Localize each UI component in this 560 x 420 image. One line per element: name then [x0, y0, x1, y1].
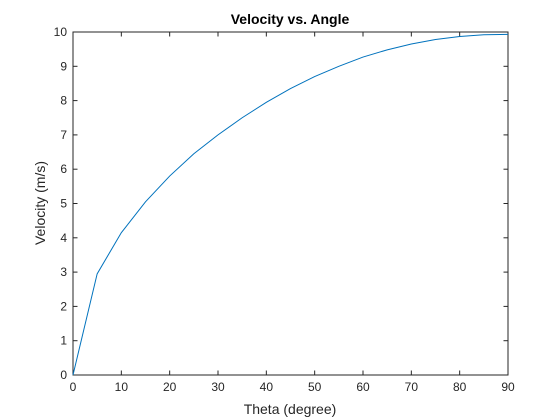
y-tick-label: 0 — [60, 368, 67, 382]
x-tick-label: 60 — [356, 380, 370, 394]
x-tick-label: 20 — [163, 380, 177, 394]
y-tick-label: 8 — [60, 94, 67, 108]
x-tick-label: 50 — [308, 380, 322, 394]
x-tick-label: 40 — [260, 380, 274, 394]
x-tick-label: 70 — [405, 380, 419, 394]
y-tick-label: 7 — [60, 128, 67, 142]
y-tick-label: 3 — [60, 265, 67, 279]
velocity-line — [72, 33, 509, 376]
y-tick-label: 1 — [60, 334, 67, 348]
plot-area — [72, 31, 509, 376]
y-tick-label: 5 — [60, 197, 67, 211]
y-tick-label: 9 — [60, 59, 67, 73]
axis-ticks — [72, 31, 509, 376]
x-tick-label: 0 — [70, 380, 77, 394]
y-axis-label: Velocity (m/s) — [32, 161, 48, 245]
y-tick-label: 4 — [60, 231, 67, 245]
y-tick-label: 10 — [54, 25, 68, 39]
y-tick-label: 6 — [60, 162, 67, 176]
x-tick-label: 30 — [211, 380, 225, 394]
chart-title: Velocity vs. Angle — [231, 11, 350, 27]
x-tick-label: 10 — [115, 380, 129, 394]
y-tick-label: 2 — [60, 299, 67, 313]
x-tick-label: 80 — [453, 380, 467, 394]
x-axis-label: Theta (degree) — [244, 401, 337, 417]
tick-labels: 0 10 20 30 40 50 60 70 80 90 0 1 2 3 4 5 6 7 8 9 10 — [54, 25, 515, 394]
x-tick-label: 90 — [501, 380, 515, 394]
